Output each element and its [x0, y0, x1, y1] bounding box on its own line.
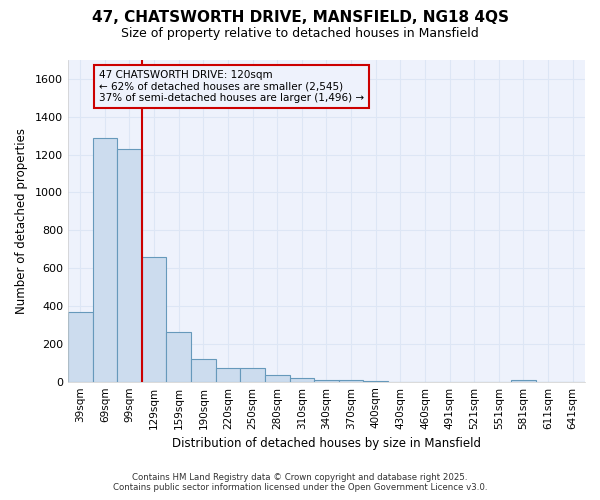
Bar — [511, 380, 536, 382]
Bar — [290, 378, 314, 382]
Text: 47 CHATSWORTH DRIVE: 120sqm
← 62% of detached houses are smaller (2,545)
37% of : 47 CHATSWORTH DRIVE: 120sqm ← 62% of det… — [99, 70, 364, 103]
Bar — [68, 312, 92, 382]
Bar — [265, 375, 290, 382]
Bar — [166, 332, 191, 382]
Bar — [314, 380, 339, 382]
Text: Size of property relative to detached houses in Mansfield: Size of property relative to detached ho… — [121, 28, 479, 40]
Bar — [191, 359, 215, 382]
Text: Contains HM Land Registry data © Crown copyright and database right 2025.
Contai: Contains HM Land Registry data © Crown c… — [113, 473, 487, 492]
Bar — [215, 368, 240, 382]
X-axis label: Distribution of detached houses by size in Mansfield: Distribution of detached houses by size … — [172, 437, 481, 450]
Bar — [92, 138, 117, 382]
Bar — [142, 257, 166, 382]
Text: 47, CHATSWORTH DRIVE, MANSFIELD, NG18 4QS: 47, CHATSWORTH DRIVE, MANSFIELD, NG18 4Q… — [91, 10, 509, 25]
Bar — [240, 368, 265, 382]
Bar — [117, 149, 142, 382]
Bar — [339, 380, 364, 382]
Y-axis label: Number of detached properties: Number of detached properties — [15, 128, 28, 314]
